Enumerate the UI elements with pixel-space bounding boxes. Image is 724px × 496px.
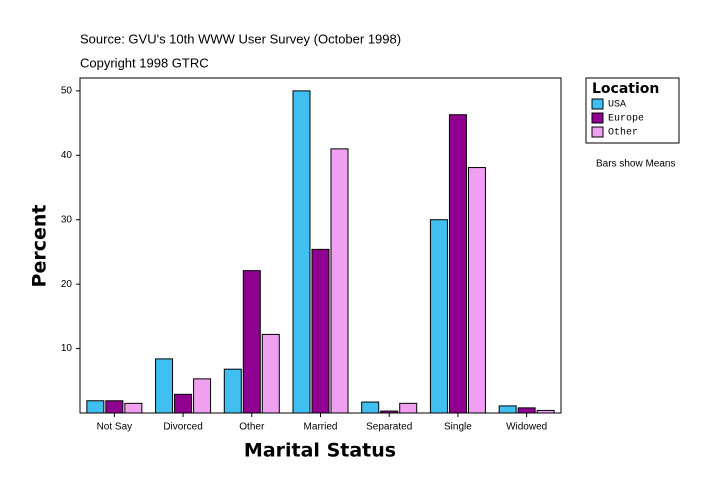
y-axis-title: Percent (29, 205, 51, 288)
bar (498, 405, 517, 414)
bar (448, 114, 467, 414)
annotation: Bars show Means (596, 159, 675, 170)
legend-swatch (591, 112, 604, 124)
legend-title: Location (592, 81, 659, 97)
legend-swatch (591, 98, 604, 110)
x-tick-label: Divorced (163, 422, 202, 433)
legend-label: USA (608, 100, 626, 111)
bar (242, 270, 261, 414)
bar (380, 410, 399, 414)
y-tick-label: 20 (61, 279, 73, 290)
bar (193, 378, 212, 414)
x-tick-label: Separated (366, 422, 412, 433)
bar (124, 402, 143, 414)
bar (223, 368, 242, 414)
chart-subtitle: Copyright 1998 GTRC (80, 55, 209, 70)
bar (105, 400, 124, 414)
y-tick-label: 40 (61, 150, 73, 161)
y-tick-label: 30 (61, 214, 73, 225)
bar (429, 219, 448, 414)
bar (155, 358, 174, 414)
bar (311, 248, 330, 414)
bar (292, 90, 311, 414)
legend-label: Europe (608, 114, 644, 125)
bar (86, 400, 105, 414)
bar (330, 148, 349, 414)
bar (517, 407, 536, 414)
x-tick-label: Widowed (506, 422, 547, 433)
bar (361, 401, 380, 414)
x-tick-label: Not Say (97, 422, 133, 433)
bar (261, 333, 280, 414)
bar (174, 393, 193, 414)
y-tick-label: 10 (61, 343, 73, 354)
legend-label: Other (608, 127, 638, 139)
bar (467, 167, 486, 414)
bar (399, 402, 418, 414)
x-tick-label: Single (444, 422, 472, 433)
x-tick-label: Married (304, 422, 338, 433)
chart-title: Source: GVU's 10th WWW User Survey (Octo… (80, 31, 401, 46)
y-tick-label: 50 (61, 86, 73, 97)
bar (536, 409, 555, 414)
x-axis-title: Marital Status (244, 440, 396, 462)
x-tick-label: Other (239, 422, 265, 433)
legend-swatch (591, 126, 604, 138)
